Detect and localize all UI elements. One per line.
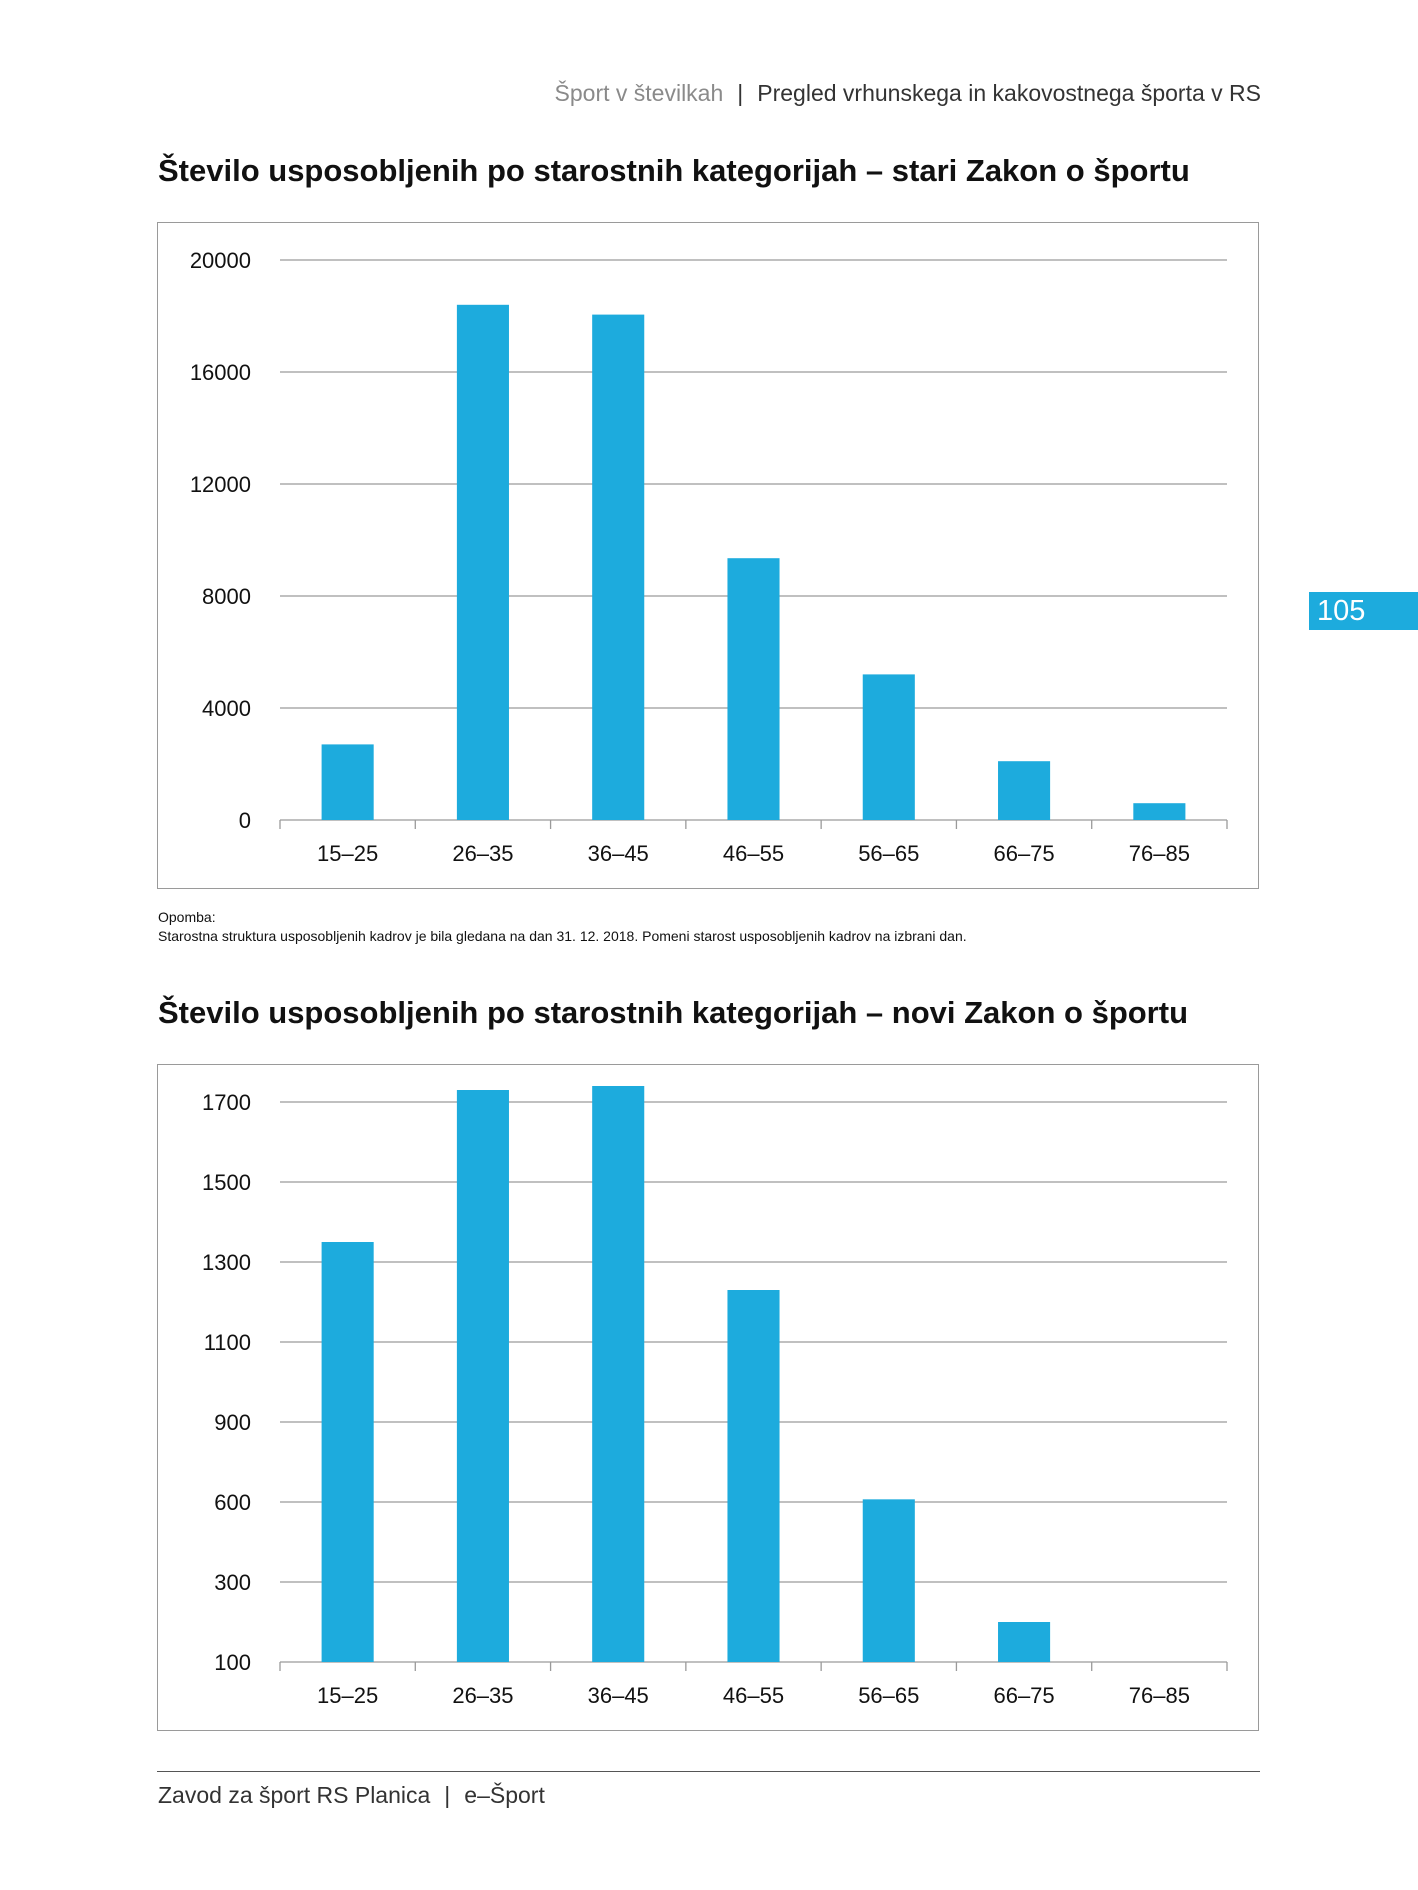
bar xyxy=(456,1090,509,1662)
x-tick-label: 76–85 xyxy=(1129,1683,1190,1708)
y-tick-label: 300 xyxy=(214,1570,251,1595)
section-title: Pregled vrhunskega in kakovostnega šport… xyxy=(757,80,1261,106)
publication-title: Šport v številkah xyxy=(554,80,724,106)
y-tick-label: 900 xyxy=(214,1410,251,1435)
y-tick-label: 1300 xyxy=(202,1250,251,1275)
x-tick-label: 36–45 xyxy=(588,841,649,866)
footer-org: Zavod za šport RS Planica xyxy=(158,1782,431,1808)
x-tick-label: 56–65 xyxy=(858,1683,919,1708)
y-tick-label: 1700 xyxy=(202,1090,251,1115)
bar xyxy=(727,558,780,820)
bar xyxy=(862,1499,915,1662)
header-separator: | xyxy=(737,80,744,106)
bar xyxy=(321,744,374,820)
x-tick-label: 36–45 xyxy=(588,1683,649,1708)
y-tick-label: 4000 xyxy=(202,696,251,721)
bar xyxy=(998,761,1051,820)
x-tick-label: 26–35 xyxy=(452,841,513,866)
footer: Zavod za šport RS Planica | e–Šport xyxy=(158,1782,545,1809)
x-tick-label: 26–35 xyxy=(452,1683,513,1708)
x-tick-label: 15–25 xyxy=(317,1683,378,1708)
chart-2-plot: 100 300 600 900 1100 1300 1500 1700 15–25 26–35 36… xyxy=(202,1086,1228,1708)
footer-product: e–Šport xyxy=(464,1782,545,1808)
x-tick-label: 46–55 xyxy=(723,841,784,866)
footer-separator: | xyxy=(444,1782,451,1808)
chart-1-plot: 0 4000 8000 12000 16000 20000 15–25 26–35 36–45 4… xyxy=(190,248,1228,866)
y-tick-label: 600 xyxy=(214,1490,251,1515)
bar xyxy=(592,314,645,820)
footer-rule xyxy=(157,1771,1260,1772)
note-label: Opomba: xyxy=(158,909,216,925)
page-number-tab: 105 xyxy=(1309,592,1418,630)
x-tick-label: 66–75 xyxy=(993,1683,1054,1708)
x-tick-label: 76–85 xyxy=(1129,841,1190,866)
bar xyxy=(321,1242,374,1662)
y-tick-label: 8000 xyxy=(202,584,251,609)
x-tick-label: 66–75 xyxy=(993,841,1054,866)
note-text: Starostna struktura usposobljenih kadrov… xyxy=(158,928,967,944)
chart-1-title: Število usposobljenih po starostnih kate… xyxy=(158,153,1190,188)
chart-note: Opomba: Starostna struktura usposobljeni… xyxy=(158,908,967,946)
y-tick-label: 100 xyxy=(214,1650,251,1675)
x-tick-label: 46–55 xyxy=(723,1683,784,1708)
x-tick-label: 15–25 xyxy=(317,841,378,866)
chart-1-frame: 0 4000 8000 12000 16000 20000 15–25 26–35 36–45 4… xyxy=(157,222,1259,889)
y-tick-label: 16000 xyxy=(190,360,251,385)
bar xyxy=(456,304,509,820)
bar xyxy=(1133,803,1186,820)
bar xyxy=(592,1086,645,1662)
running-head: Šport v številkah | Pregled vrhunskega in … xyxy=(555,80,1261,107)
bar xyxy=(998,1622,1051,1662)
y-tick-label: 20000 xyxy=(190,248,251,273)
x-tick-label: 56–65 xyxy=(858,841,919,866)
y-tick-label: 1500 xyxy=(202,1170,251,1195)
chart-2-title: Število usposobljenih po starostnih kate… xyxy=(158,995,1189,1030)
y-tick-label: 12000 xyxy=(190,472,251,497)
bar xyxy=(727,1290,780,1662)
bar xyxy=(862,674,915,820)
y-tick-label: 0 xyxy=(239,808,251,833)
chart-2-frame: 100 300 600 900 1100 1300 1500 1700 15–25 26–35 36… xyxy=(157,1064,1259,1731)
y-tick-label: 1100 xyxy=(204,1330,251,1355)
